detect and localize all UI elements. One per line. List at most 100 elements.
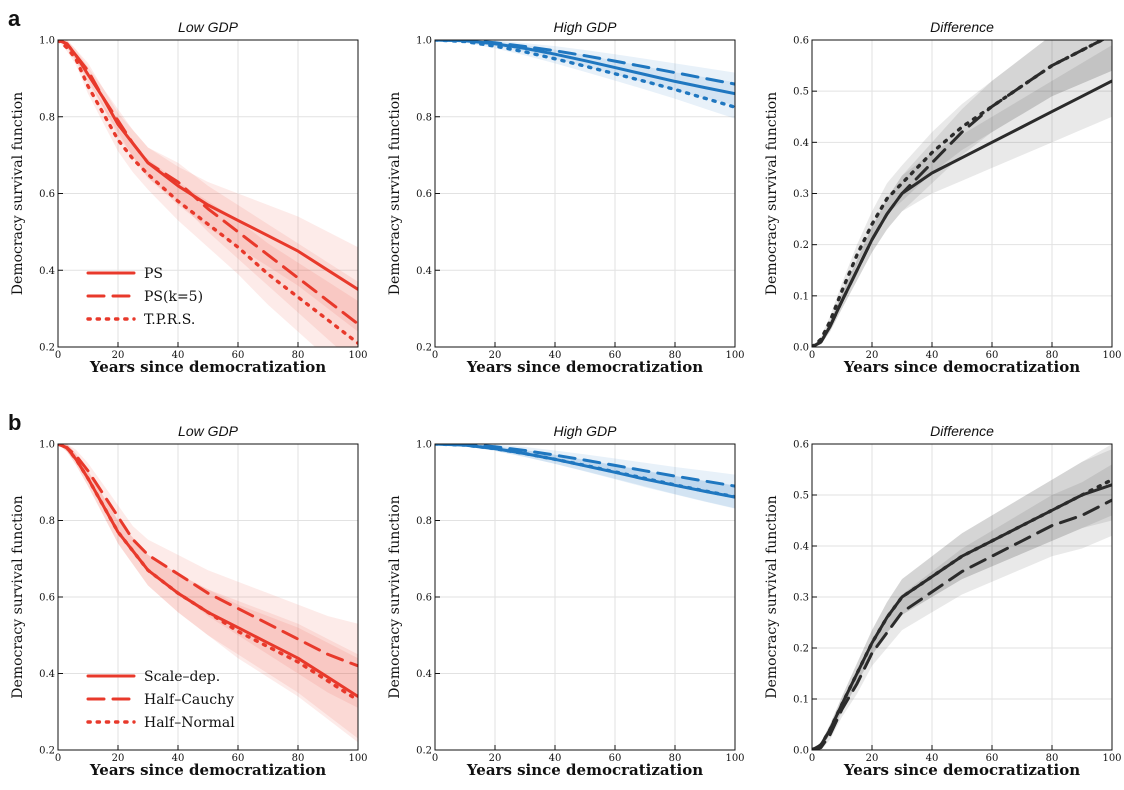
y-tick-label: 0.4	[793, 542, 809, 553]
legend-label: Half–Normal	[144, 715, 235, 731]
panel-title: High GDP	[553, 19, 617, 35]
x-tick-label: 40	[172, 753, 185, 764]
panel-b-3: 0 20 40 60 80 100 0.0 0.1 0.2 0.3 0.4 0.5 0.6 Differe…	[764, 423, 1122, 779]
panel-a-2: 0 20 40 60 80 100 0.2 0.4 0.6 0.8 1.0 High GDP Years…	[387, 19, 745, 376]
x-tick-label: 100	[348, 350, 367, 361]
y-tick-label: 1.0	[416, 36, 432, 47]
y-axis-label: Democracy survival function	[10, 92, 26, 295]
series-line-3	[58, 40, 358, 345]
x-tick-label: 100	[725, 350, 744, 361]
confidence-band	[58, 40, 358, 332]
plot-frame	[57, 39, 359, 348]
y-tick-label: 0.2	[793, 644, 809, 655]
series-line-2	[812, 498, 1112, 750]
x-tick-label: 60	[986, 350, 999, 361]
y-tick-label: 0.2	[793, 240, 809, 251]
y-tick-label: 0.2	[39, 746, 55, 757]
y-tick-label: 0.2	[416, 746, 432, 757]
x-tick-label: 60	[609, 753, 622, 764]
plot-area	[435, 40, 735, 119]
confidence-band	[58, 40, 358, 347]
y-tick-label: 0.0	[793, 746, 809, 757]
plot-frame	[434, 39, 736, 348]
x-tick-label: 20	[112, 753, 125, 764]
x-tick-label: 60	[986, 753, 999, 764]
x-tick-label: 20	[489, 753, 502, 764]
panel-title: Difference	[930, 423, 994, 439]
confidence-band	[58, 444, 358, 708]
panel-title: Low GDP	[178, 423, 239, 439]
x-tick-label: 40	[549, 753, 562, 764]
y-tick-label: 0.3	[793, 189, 809, 200]
series-line-3	[58, 444, 358, 702]
plot-area	[58, 444, 358, 743]
x-tick-label: 60	[609, 350, 622, 361]
y-tick-label: 0.8	[416, 112, 432, 123]
panel-title: Difference	[930, 19, 994, 35]
x-tick-label: 100	[1102, 350, 1121, 361]
y-tick-label: 0.6	[793, 440, 809, 451]
legend-label: T.P.R.S.	[144, 312, 195, 328]
x-tick-label: 80	[669, 350, 682, 361]
y-axis-label: Democracy survival function	[764, 495, 780, 698]
plot-area	[812, 444, 1112, 750]
x-tick-label: 0	[809, 753, 815, 764]
x-tick-label: 40	[926, 350, 939, 361]
legend-label: PS(k=5)	[144, 289, 203, 305]
confidence-band	[812, 40, 1112, 347]
confidence-band	[435, 444, 735, 498]
x-tick-label: 0	[55, 350, 61, 361]
x-tick-label: 0	[432, 350, 438, 361]
legend-label: Scale–dep.	[144, 669, 220, 685]
x-tick-label: 20	[866, 350, 879, 361]
confidence-band	[812, 40, 1112, 347]
y-tick-label: 0.6	[416, 189, 432, 200]
y-tick-label: 0.2	[39, 343, 55, 354]
confidence-band	[58, 444, 358, 739]
x-tick-label: 80	[292, 753, 305, 764]
row-label: a	[8, 6, 21, 31]
x-tick-label: 20	[112, 350, 125, 361]
x-axis-label: Years since democratization	[843, 358, 1080, 376]
plot-area	[812, 40, 1112, 347]
confidence-band	[812, 444, 1112, 750]
legend-label: PS	[144, 266, 163, 282]
x-tick-label: 60	[232, 753, 245, 764]
confidence-band	[812, 449, 1112, 750]
row-label: b	[8, 410, 21, 435]
confidence-band	[435, 40, 735, 96]
x-tick-label: 80	[292, 350, 305, 361]
confidence-band	[435, 444, 735, 509]
series-line-2	[58, 444, 358, 668]
x-tick-label: 80	[1046, 350, 1059, 361]
legend-label: Half–Cauchy	[144, 692, 234, 708]
x-tick-label: 80	[669, 753, 682, 764]
legend: PS PS(k=5) T.P.R.S.	[86, 266, 203, 328]
x-tick-label: 100	[1102, 753, 1121, 764]
y-tick-label: 0.5	[793, 87, 809, 98]
plot-area	[435, 444, 735, 509]
panel-a-1: 0 20 40 60 80 100 0.2 0.4 0.6 0.8 1.0 Low GDP Years …	[10, 19, 368, 376]
x-tick-label: 100	[348, 753, 367, 764]
x-axis-label: Years since democratization	[89, 761, 326, 779]
y-tick-label: 0.6	[416, 593, 432, 604]
legend: Scale–dep. Half–Cauchy Half–Normal	[86, 669, 235, 731]
x-tick-label: 20	[489, 350, 502, 361]
y-axis-label: Democracy survival function	[387, 495, 403, 698]
confidence-band	[58, 40, 358, 347]
x-axis-label: Years since democratization	[89, 358, 326, 376]
x-tick-label: 0	[432, 753, 438, 764]
y-tick-label: 0.4	[416, 669, 432, 680]
y-tick-label: 0.2	[416, 343, 432, 354]
x-axis-label: Years since democratization	[466, 761, 703, 779]
y-tick-label: 1.0	[39, 440, 55, 451]
y-tick-label: 0.6	[39, 189, 55, 200]
series-line-2	[435, 40, 735, 86]
x-axis-label: Years since democratization	[843, 761, 1080, 779]
confidence-band	[435, 444, 735, 509]
y-tick-label: 0.4	[416, 266, 432, 277]
plot-frame	[811, 443, 1113, 751]
panel-a-3: 0 20 40 60 80 100 0.0 0.1 0.2 0.3 0.4 0.5 0.6 Differe…	[764, 19, 1122, 376]
y-tick-label: 0.4	[39, 266, 55, 277]
